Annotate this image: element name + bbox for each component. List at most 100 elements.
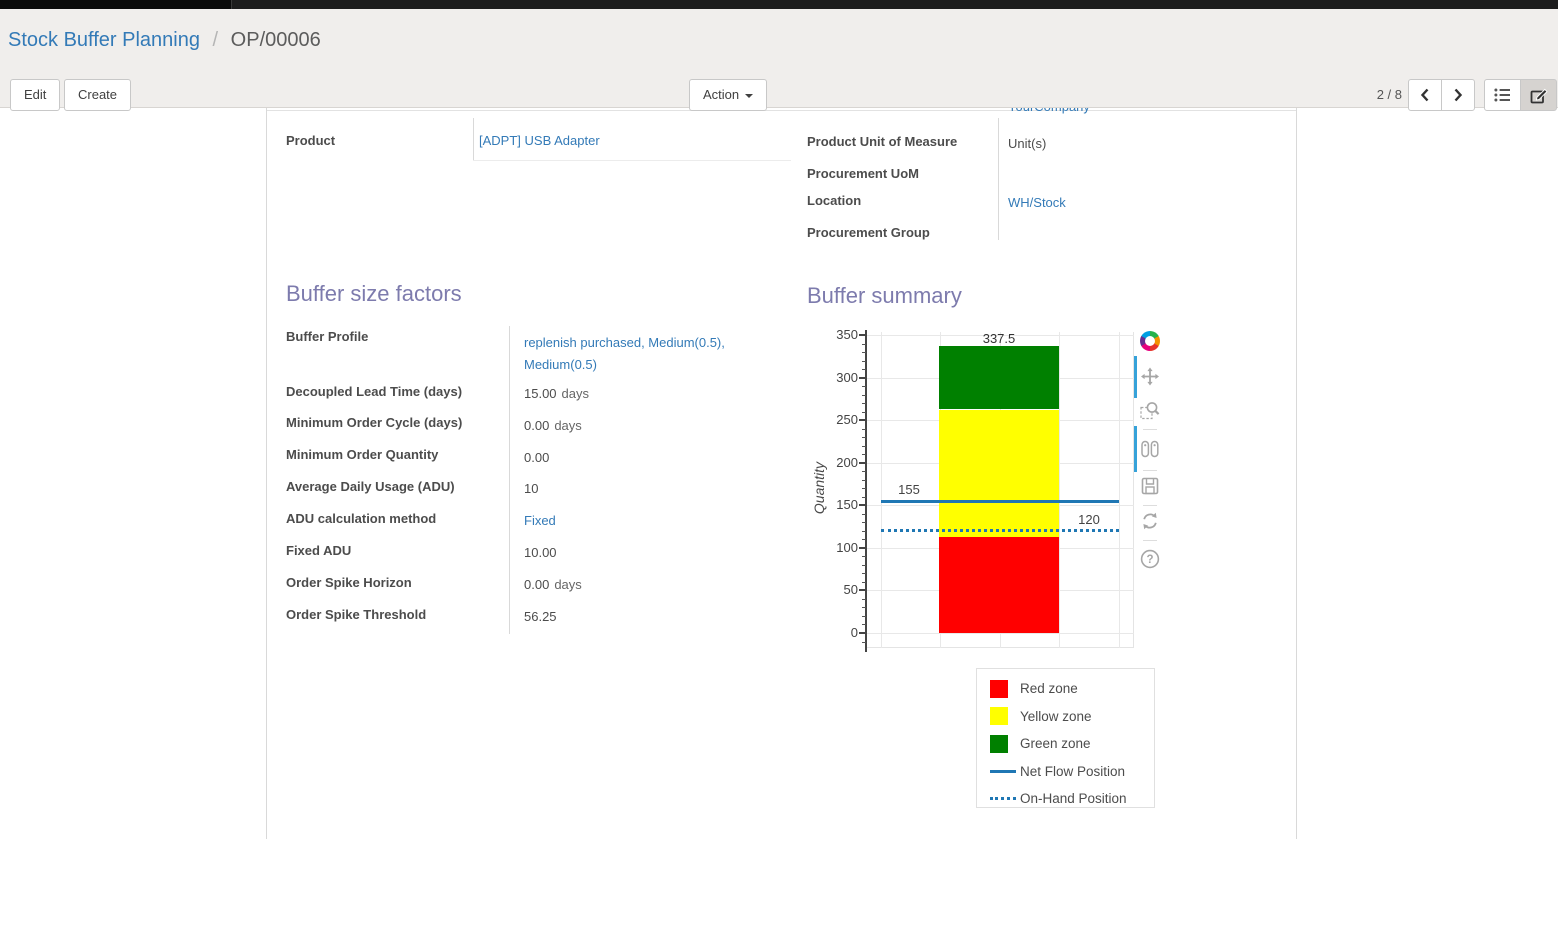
gridline-vertical [1059, 332, 1060, 648]
line-label: 155 [898, 482, 920, 498]
box-zoom-button[interactable] [1140, 400, 1160, 420]
y-axis-minor-tick [862, 598, 866, 600]
modebar-separator [1143, 470, 1157, 471]
y-axis-minor-tick [862, 471, 866, 473]
field-value-buffer-profile[interactable]: replenish purchased, Medium(0.5), Medium… [524, 335, 725, 372]
y-axis-minor-tick [862, 513, 866, 515]
red-zone-swatch [990, 679, 1008, 698]
field-label-adu: Average Daily Usage (ADU) [286, 479, 455, 494]
row-border [473, 160, 791, 161]
y-axis-minor-tick [862, 386, 866, 388]
field-value-min-order-qty: 0.00 [524, 450, 550, 465]
chevron-right-icon [1454, 88, 1463, 102]
breadcrumb-separator: / [212, 29, 219, 51]
edit-button[interactable]: Edit [10, 79, 61, 111]
create-button[interactable]: Create [64, 79, 132, 111]
y-tick-label: 350 [836, 327, 858, 342]
y-tick-label: 250 [836, 412, 858, 428]
y-axis-minor-tick [862, 496, 866, 498]
pager-next-button[interactable] [1441, 79, 1475, 111]
y-axis-minor-tick [862, 411, 866, 413]
field-label-min-order-cycle: Minimum Order Cycle (days) [286, 415, 463, 430]
y-axis-line [865, 330, 867, 652]
field-value-product[interactable]: [ADPT] USB Adapter [479, 133, 600, 148]
compare-hover-button[interactable] [1140, 439, 1160, 459]
y-axis-minor-tick [862, 445, 866, 447]
y-axis-minor-tick [862, 581, 866, 583]
y-axis-minor-tick [862, 488, 866, 490]
reset-icon [1143, 512, 1157, 530]
y-axis-minor-tick [862, 437, 866, 439]
field-value-adu-method[interactable]: Fixed [524, 513, 556, 528]
field-label-spike-threshold: Order Spike Threshold [286, 607, 427, 622]
y-axis-minor-tick [862, 454, 866, 456]
y-tick-label: 300 [836, 369, 858, 385]
action-button[interactable]: Action [689, 79, 768, 111]
cell-separator [509, 326, 510, 634]
list-icon [1494, 88, 1510, 102]
view-switcher-list-button[interactable] [1484, 79, 1521, 111]
cell-separator [998, 118, 999, 240]
reset-axes-button[interactable] [1140, 511, 1160, 531]
view-switcher-form-button[interactable] [1520, 79, 1557, 111]
field-label-fixed-adu: Fixed ADU [286, 543, 352, 558]
y-axis-minor-tick [862, 641, 866, 643]
y-axis-minor-tick [862, 394, 866, 396]
net-flow-line-swatch [990, 769, 1016, 773]
field-label-buffer-profile: Buffer Profile [286, 329, 369, 344]
modebar-active-indicator [1134, 356, 1137, 398]
y-axis-minor-tick [862, 539, 866, 541]
legend-item-yellow-zone[interactable]: Yellow zone [977, 703, 1154, 731]
y-axis-minor-tick [862, 564, 866, 566]
y-axis-minor-tick [862, 624, 866, 626]
bar-label: 337.5 [982, 330, 1016, 346]
zoom-icon [1140, 402, 1160, 420]
y-axis-minor-tick [862, 403, 866, 405]
y-axis-minor-tick [862, 369, 866, 371]
field-label-procurement-group: Procurement Group [807, 225, 930, 240]
plotly-logo-icon [1140, 331, 1160, 351]
y-axis-minor-tick [862, 479, 866, 481]
line-label: 120 [1078, 511, 1100, 527]
gridline-vertical [1119, 332, 1120, 648]
y-axis-minor-tick [862, 352, 866, 354]
legend-item-red-zone[interactable]: Red zone [977, 675, 1154, 703]
breadcrumb-link-stock-buffer-planning[interactable]: Stock Buffer Planning [8, 29, 200, 51]
field-label-min-order-qty: Minimum Order Quantity [286, 447, 439, 462]
field-label-location: Location [807, 193, 862, 208]
breadcrumb: Stock Buffer Planning / OP/00006 [8, 29, 321, 52]
y-axis-major-tick [859, 546, 866, 549]
y-tick-label: 150 [836, 497, 858, 513]
modebar-separator [1143, 429, 1157, 430]
pager-previous-button[interactable] [1408, 79, 1442, 111]
bar-red-zone [939, 537, 1059, 633]
help-button[interactable]: ? [1140, 549, 1160, 569]
y-axis-major-tick [859, 419, 866, 422]
pan-button[interactable] [1140, 367, 1160, 387]
field-label-product: Product [286, 133, 336, 148]
y-axis-minor-tick [862, 343, 866, 345]
cell-separator [473, 118, 474, 160]
legend-item-green-zone[interactable]: Green zone [977, 730, 1154, 758]
pager-count: 2 / 8 [1376, 87, 1402, 102]
section-title-buffer-summary: Buffer summary [807, 283, 962, 308]
bar-yellow-zone [939, 409, 1059, 538]
top-navbar-segment [0, 0, 232, 9]
field-label-dlt: Decoupled Lead Time (days) [286, 384, 463, 399]
field-label-spike-horizon: Order Spike Horizon [286, 575, 412, 590]
y-tick-label: 200 [836, 454, 858, 470]
legend-item-net-flow-position[interactable]: Net Flow Position [977, 758, 1154, 786]
legend-item-on-hand-position[interactable]: On-Hand Position [977, 785, 1154, 813]
control-panel: Stock Buffer Planning / OP/00006 Edit Cr… [0, 9, 1558, 111]
sheet-top-border [267, 110, 1296, 111]
download-button[interactable] [1140, 476, 1160, 496]
hover-compare-icon [1141, 440, 1159, 458]
field-value-location[interactable]: WH/Stock [1008, 195, 1066, 210]
y-axis-major-tick [859, 589, 866, 592]
plotly-logo-button[interactable] [1140, 331, 1160, 351]
field-value-dlt: 15.00 days [524, 386, 590, 401]
modebar-separator [1143, 505, 1157, 506]
net-flow-line [881, 500, 1119, 503]
field-label-adu-method: ADU calculation method [286, 511, 437, 526]
